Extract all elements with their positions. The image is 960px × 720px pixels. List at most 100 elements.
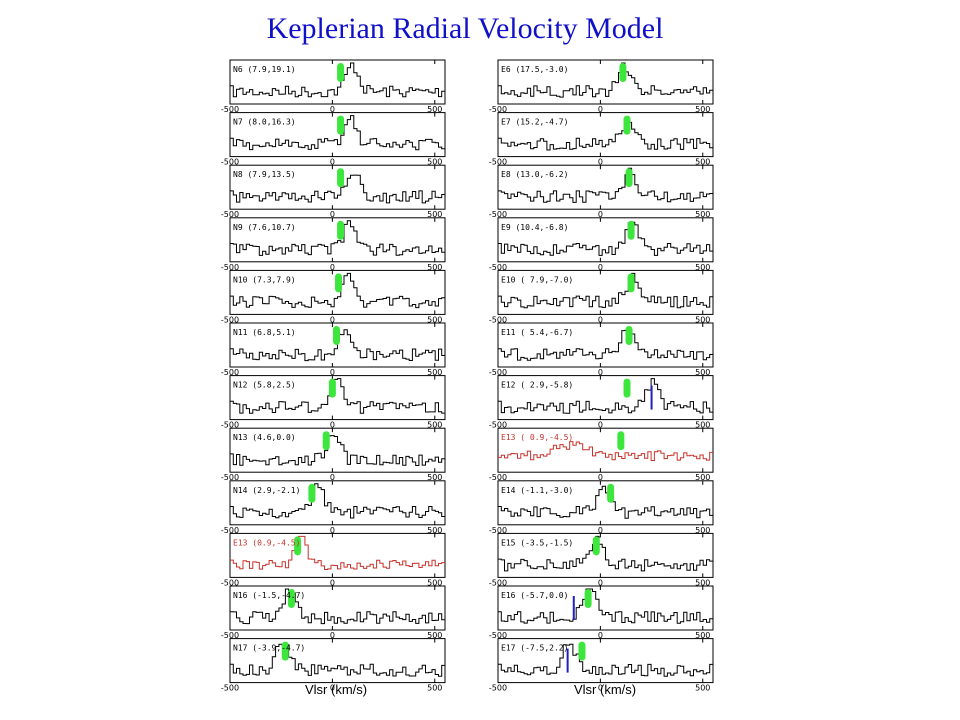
panel-label: E10 ( 7.9,-7.0) [501, 275, 573, 284]
model-velocity-marker [627, 220, 635, 240]
panel-label: N16 (-1.5,-4.7) [233, 591, 305, 600]
spectrum-line [230, 643, 445, 677]
tick-label: 0 [330, 158, 335, 167]
tick-label: 0 [330, 631, 335, 640]
panel-label: E14 (-1.1,-3.0) [501, 486, 573, 495]
tick-label: 0 [598, 315, 603, 324]
tick-label: 500 [427, 578, 442, 587]
spectrum-panel: E14 (-1.1,-3.0) -500 0 500 [489, 480, 714, 535]
tick-label: 500 [695, 473, 710, 482]
panel-label: N14 (2.9,-2.1) [233, 486, 300, 495]
panel-frame [497, 638, 714, 684]
tick-label: -500 [221, 158, 239, 167]
panel-label: E12 ( 2.9,-5.8) [501, 381, 573, 390]
tick-label: 500 [427, 368, 442, 377]
panel-label: N10 (7.3,7.9) [233, 275, 296, 284]
spectrum-panel: E9 (10.4,-6.8) -500 0 500 [489, 217, 714, 272]
tick-label: 0 [330, 263, 335, 272]
tick-label: 500 [695, 263, 710, 272]
model-velocity-marker [294, 536, 302, 556]
panel-label: E15 (-3.5,-1.5) [501, 538, 573, 547]
tick-label: -500 [489, 368, 507, 377]
tick-label: -500 [489, 263, 507, 272]
model-velocity-marker [332, 326, 340, 345]
spectrum-line [230, 115, 445, 151]
spectrum-panel: N17 (-3.9,-4.7) -500 0 500 [221, 638, 446, 693]
spectrum-panel: N11 (6.8,5.1) -500 0 500 [221, 322, 446, 377]
tick-label: -500 [221, 315, 239, 324]
panel-frame [229, 375, 446, 421]
panel-frame [497, 322, 714, 368]
spectrum-line [498, 535, 713, 572]
tick-label: -500 [221, 105, 239, 114]
spectrum-panel: E13 ( 0.9,-4.5) -500 0 500 [489, 427, 714, 482]
tick-label: 500 [695, 158, 710, 167]
panel-label: N17 (-3.9,-4.7) [233, 644, 305, 653]
tick-label: -500 [221, 473, 239, 482]
spectrum-panel: E10 ( 7.9,-7.0) -500 0 500 [489, 269, 714, 324]
panel-frame [229, 322, 446, 368]
tick-label: 500 [427, 105, 442, 114]
panel-frame [497, 585, 714, 631]
model-velocity-marker [607, 483, 615, 503]
tick-label: -500 [489, 105, 507, 114]
tick-label: -500 [221, 263, 239, 272]
tick-label: 0 [330, 473, 335, 482]
panel-frame [497, 480, 714, 526]
spectrum-line [230, 220, 445, 256]
tick-label: 0 [598, 263, 603, 272]
panel-label: N6 (7.9,19.1) [233, 65, 296, 74]
panel-frame [229, 427, 446, 473]
model-velocity-marker [337, 115, 345, 135]
spectrum-line [230, 535, 445, 570]
tick-label: 500 [427, 421, 442, 430]
spectrum-line [498, 272, 713, 309]
panel-label: N13 (4.6,0.0) [233, 433, 296, 442]
model-velocity-marker [592, 536, 600, 556]
panel-frame [229, 585, 446, 631]
spectrum-line [230, 272, 445, 309]
tick-label: 0 [598, 578, 603, 587]
tick-label: 500 [695, 421, 710, 430]
spectrum-line [230, 62, 445, 98]
panel-label: E9 (10.4,-6.8) [501, 223, 568, 232]
spectrum-panel: E15 (-3.5,-1.5) -500 0 500 [489, 532, 714, 587]
panel-label: N7 (8.0,16.3) [233, 118, 296, 127]
slide-title: Keplerian Radial Velocity Model [266, 12, 664, 45]
panel-frame [229, 532, 446, 578]
model-velocity-marker [578, 641, 586, 661]
model-velocity-marker [281, 641, 289, 661]
spectrum-panel: E16 (-5.7,0.0) -500 0 500 [489, 585, 714, 640]
spectrum-line [498, 441, 713, 461]
spectrum-panel: E8 (13.0,-6.2) -500 0 500 [489, 164, 714, 219]
panel-label: E7 (15.2,-4.7) [501, 118, 568, 127]
tick-label: 0 [330, 684, 335, 693]
tick-label: -500 [489, 684, 507, 693]
panel-label: N12 (5.8,2.5) [233, 381, 296, 390]
tick-label: 0 [330, 578, 335, 587]
tick-label: 0 [330, 210, 335, 219]
tick-label: -500 [221, 368, 239, 377]
spectrum-panel: N14 (2.9,-2.1) -500 0 500 [221, 480, 446, 535]
panel-label: E16 (-5.7,0.0) [501, 591, 568, 600]
tick-label: 500 [695, 578, 710, 587]
panel-frame [229, 638, 446, 684]
tick-label: 0 [330, 315, 335, 324]
spectrum-line [230, 483, 445, 519]
panel-label: N11 (6.8,5.1) [233, 328, 296, 337]
spectrum-panel: N9 (7.6,10.7) -500 0 500 [221, 217, 446, 272]
tick-label: 0 [598, 631, 603, 640]
panel-label: N9 (7.6,10.7) [233, 223, 296, 232]
spectrum-panel: N12 (5.8,2.5) -500 0 500 [221, 375, 446, 430]
panel-frame [497, 164, 714, 210]
spectrum-line [498, 120, 713, 151]
x-axis-label-left: Vlsr (km/s) [305, 682, 368, 697]
model-velocity-marker [287, 589, 295, 608]
model-velocity-marker [584, 589, 592, 608]
x-axis-label-right: Vlsr (km/s) [574, 682, 637, 697]
spectrum-line [230, 435, 445, 466]
panel-label: E11 ( 5.4,-6.7) [501, 328, 573, 337]
model-velocity-marker [308, 483, 316, 503]
spectrum-panel: E11 ( 5.4,-6.7) -500 0 500 [489, 322, 714, 377]
tick-label: 500 [695, 684, 710, 693]
